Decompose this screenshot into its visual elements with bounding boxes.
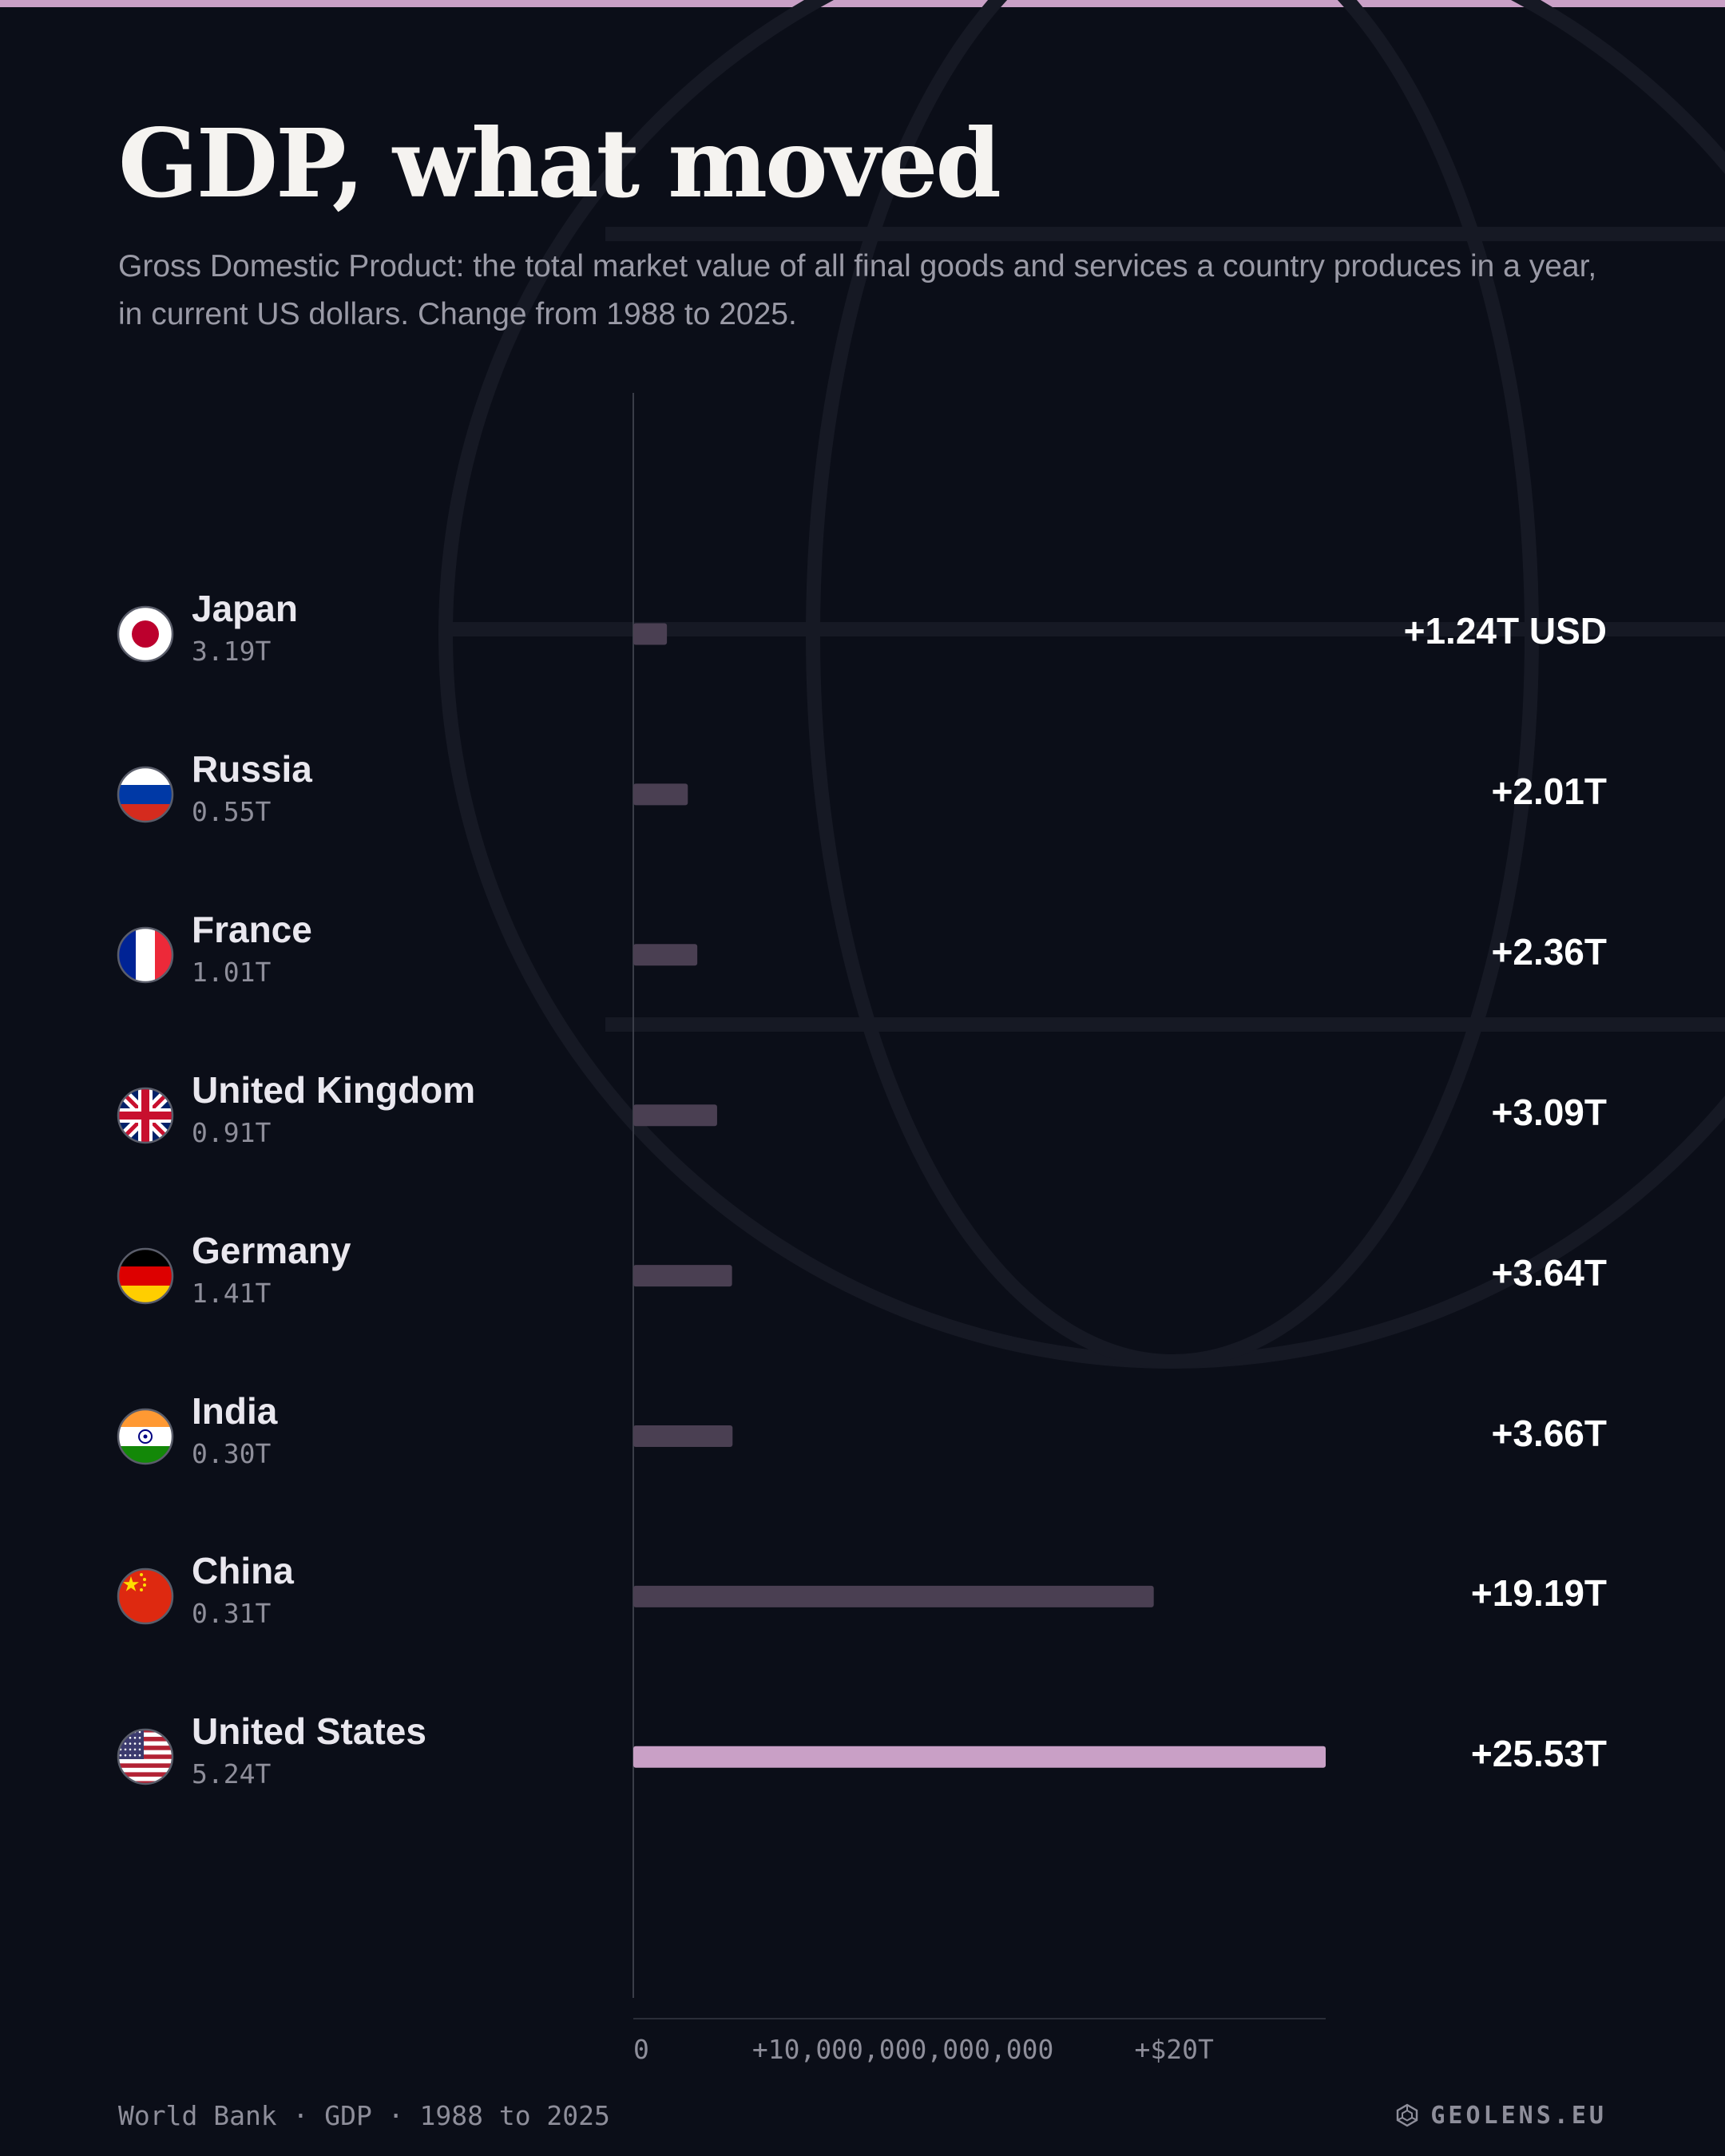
country-name: Japan [192,588,298,629]
country-row: United Kingdom 0.91T +3.09T [0,1069,1725,1183]
united-states-flag-icon [117,1728,174,1785]
country-row: Japan 3.19T +1.24T USD [0,588,1725,701]
baseline-value: 1.41T [192,1277,272,1309]
change-value-label: +3.64T [1491,1251,1608,1294]
france-flag-icon [117,926,174,984]
country-name: United Kingdom [192,1068,476,1111]
russia-flag-icon [117,766,174,823]
baseline-value: 0.31T [192,1598,272,1630]
united-kingdom-flag-icon [117,1087,174,1144]
change-value-label: +3.09T [1491,1091,1608,1133]
bar-china [633,1585,1154,1607]
change-value-label: +2.36T [1491,930,1608,973]
country-name: Russia [192,747,312,790]
x-tick-label: +$20T [1134,2034,1214,2065]
country-name: United States [192,1710,426,1753]
top-accent-strip [0,0,1725,7]
page-title: GDP, what moved [118,108,1001,219]
x-tick-label: +10,000,000,000,000 [751,2034,1054,2065]
country-name: India [192,1389,278,1432]
country-name: China [192,1550,294,1592]
footer-brand[interactable]: GEOLENS.EU [1395,2100,1607,2132]
change-value-label: +25.53T [1470,1733,1607,1775]
country-name: France [192,908,312,950]
baseline-value: 3.19T [192,636,272,667]
baseline-value: 1.01T [192,956,272,988]
country-name: Germany [192,1229,351,1271]
baseline-value: 0.30T [192,1437,272,1469]
bar-united-states [633,1746,1326,1768]
country-row: China 0.31T +19.19T [0,1550,1725,1663]
china-flag-icon [117,1567,174,1625]
country-row: France 1.01T +2.36T [0,909,1725,1022]
bar-japan [633,623,668,645]
bar-germany [633,1265,732,1287]
geolens-logo-icon [1397,2103,1418,2127]
japan-flag-icon [117,605,174,663]
bar-united-kingdom [633,1104,717,1127]
bar-russia [633,783,688,806]
page-subtitle: Gross Domestic Product: the total market… [118,249,1597,331]
baseline-value: 5.24T [192,1758,272,1790]
change-value-label: +1.24T USD [1403,610,1607,652]
baseline-value: 0.91T [192,1116,272,1148]
change-value-label: +2.01T [1491,770,1608,812]
change-value-label: +19.19T [1470,1572,1607,1615]
germany-flag-icon [117,1247,174,1305]
footer-brand-label: GEOLENS.EU [1430,2102,1607,2130]
country-row: United States 5.24T +25.53T [0,1710,1725,1824]
country-row: Russia 0.55T +2.01T [0,748,1725,862]
bar-india [633,1425,733,1447]
baseline-value: 0.55T [192,795,272,827]
india-flag-icon [117,1408,174,1465]
country-row: India 0.30T +3.66T [0,1390,1725,1504]
bar-france [633,944,698,966]
change-value-label: +3.66T [1491,1412,1608,1454]
country-row: Germany 1.41T +3.64T [0,1230,1725,1343]
x-tick-label: 0 [633,2034,649,2065]
footer-source: World Bank · GDP · 1988 to 2025 [118,2100,610,2131]
